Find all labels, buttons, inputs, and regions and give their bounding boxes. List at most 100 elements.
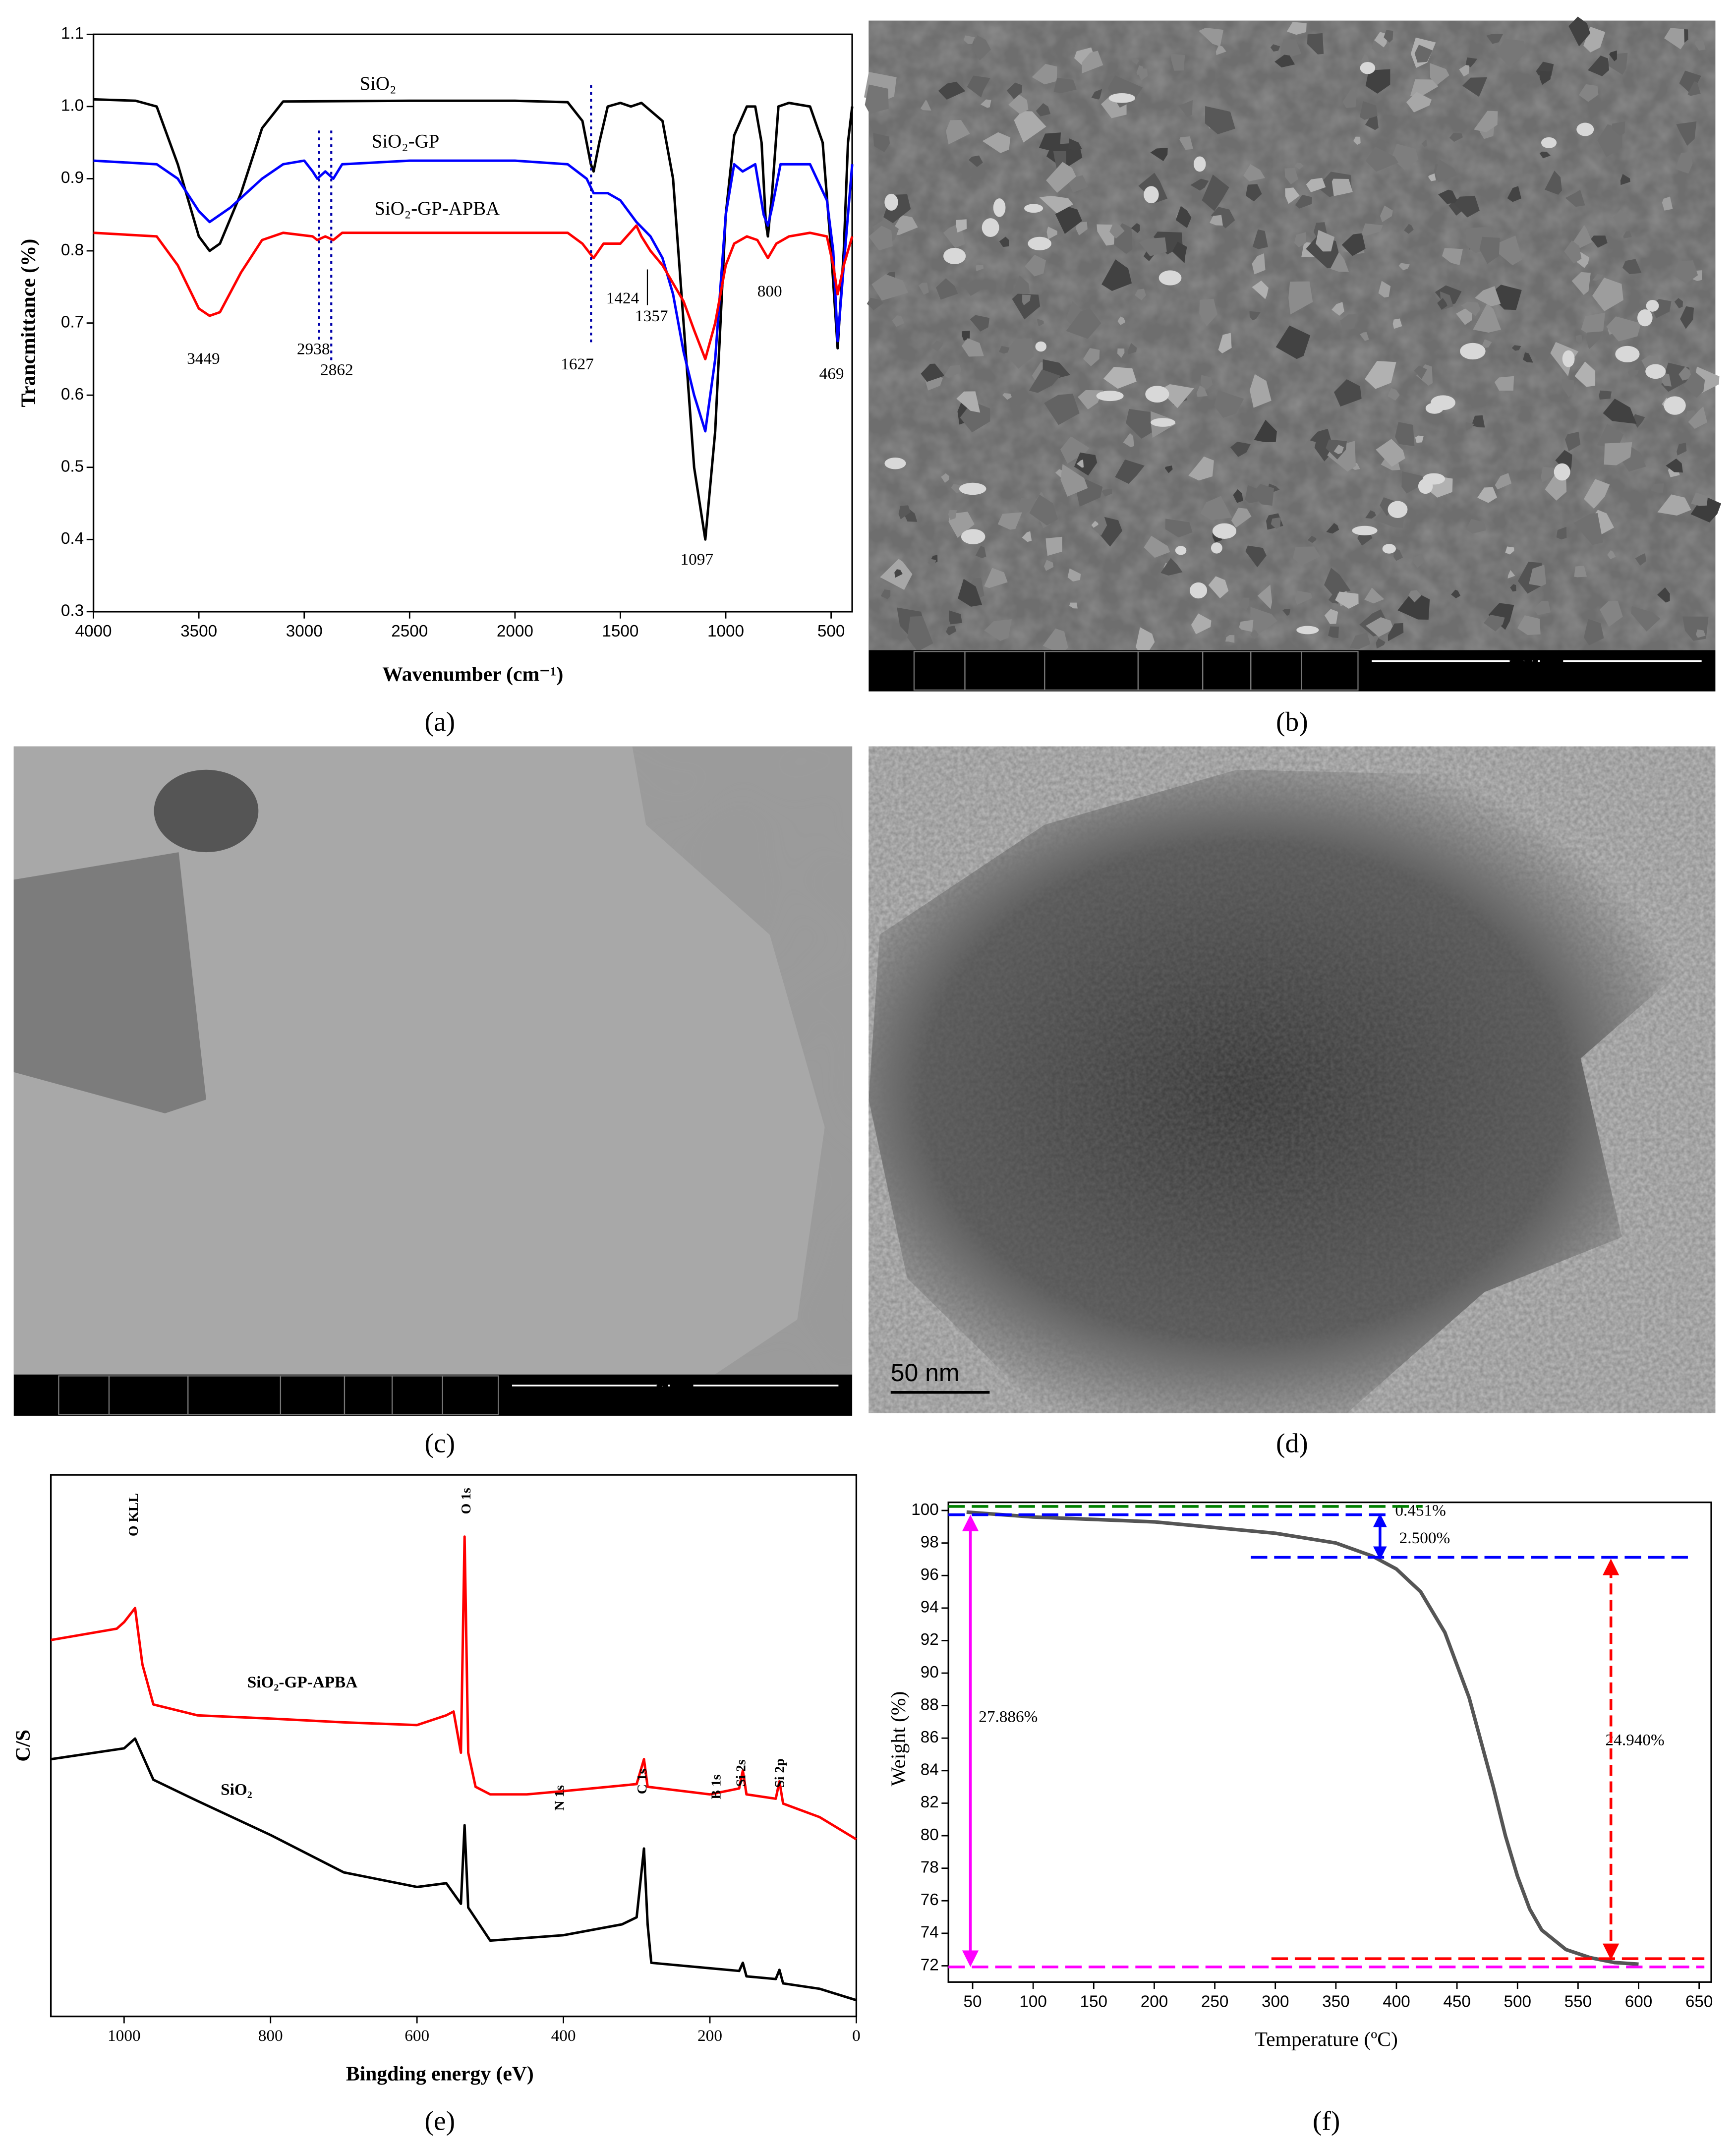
grain	[1393, 548, 1403, 561]
grain	[1012, 275, 1030, 299]
panel-caption: (f)	[1313, 2106, 1340, 2136]
bright-grain	[1562, 350, 1575, 367]
grain	[1388, 388, 1400, 401]
bright-grain	[1024, 204, 1043, 213]
grain	[1539, 70, 1552, 85]
annotation: 0.451%	[1395, 1502, 1446, 1520]
grain	[1199, 28, 1224, 47]
grain	[1657, 587, 1670, 603]
grain	[1066, 308, 1101, 339]
grain	[1328, 626, 1339, 638]
grain	[1604, 442, 1632, 465]
grain	[1224, 629, 1234, 638]
bright-grain	[1189, 582, 1208, 599]
grain	[865, 84, 889, 114]
grain	[1208, 576, 1229, 598]
annotation: O KLL	[125, 1493, 141, 1536]
sem-image-c	[13, 746, 853, 1375]
grain	[1365, 510, 1376, 519]
grain	[1694, 40, 1706, 51]
grain	[1380, 205, 1393, 223]
x-tick-label: 3000	[286, 622, 323, 640]
grain	[966, 281, 981, 296]
y-tick-label: 94	[921, 1598, 939, 1617]
grain	[1556, 526, 1567, 540]
grain	[1673, 260, 1698, 284]
series-line	[93, 224, 854, 360]
info-value: SE	[461, 1395, 481, 1412]
grain	[1627, 369, 1639, 378]
grain	[1006, 82, 1023, 99]
grain	[1539, 151, 1551, 159]
x-tick-label: 400	[551, 2027, 576, 2045]
grain	[1490, 285, 1522, 310]
grain	[1442, 248, 1463, 265]
grain	[968, 155, 983, 167]
grain	[1597, 423, 1624, 447]
y-tick-label: 0.5	[61, 458, 84, 476]
y-tick-label: 0.7	[61, 313, 84, 331]
grain	[1074, 452, 1098, 476]
grain	[1475, 286, 1501, 307]
series-label: SiO₂	[360, 73, 397, 94]
grain	[1364, 587, 1385, 604]
grain	[880, 589, 891, 599]
grain	[1430, 63, 1449, 85]
grain	[1545, 171, 1562, 195]
grain	[1495, 473, 1512, 490]
grain	[1662, 373, 1672, 387]
series-label: SiO₂-GP-APBA	[247, 1673, 358, 1691]
grain	[1245, 184, 1262, 202]
grain	[948, 510, 957, 520]
grain	[1025, 254, 1046, 277]
grain	[930, 340, 943, 351]
grain	[1676, 121, 1697, 146]
grain	[949, 610, 962, 625]
scale-label: 300 μm	[1511, 652, 1562, 669]
grain	[1366, 617, 1394, 637]
series-line	[51, 1535, 857, 1841]
grain	[1091, 513, 1107, 536]
grain	[1406, 92, 1432, 113]
bright-grain	[1296, 626, 1319, 635]
info-value: 6.2 mm	[1251, 671, 1302, 688]
grain	[1014, 111, 1046, 143]
grain	[1251, 484, 1274, 506]
grain	[1286, 22, 1307, 35]
grain	[1397, 590, 1430, 620]
grain	[1410, 79, 1438, 97]
grain	[1091, 89, 1102, 100]
grain	[1324, 609, 1338, 624]
annotation: 24.940%	[1606, 1731, 1665, 1749]
bright-grain	[943, 247, 966, 265]
x-tick-label: 350	[1322, 1993, 1350, 2011]
grain	[1333, 379, 1362, 407]
grain	[1572, 225, 1592, 248]
grain	[1178, 100, 1193, 117]
grain	[963, 35, 975, 44]
panel-caption: (d)	[1276, 1428, 1308, 1458]
grain	[1571, 272, 1591, 295]
grain	[1139, 237, 1167, 256]
grain	[1357, 531, 1373, 546]
particle	[13, 746, 825, 1375]
info-header: det	[929, 652, 950, 669]
grain	[1507, 186, 1521, 202]
logo: ❋	[27, 1384, 44, 1405]
grain	[1274, 55, 1295, 68]
grain	[1474, 111, 1498, 133]
grain	[871, 274, 908, 301]
grain	[1294, 232, 1307, 248]
info-header: mag	[1156, 652, 1185, 669]
grain	[1341, 233, 1366, 256]
grain	[1306, 177, 1326, 192]
grain	[867, 297, 884, 310]
grain	[1295, 590, 1313, 605]
grain	[1335, 591, 1359, 609]
grain	[1131, 223, 1140, 233]
grain	[1479, 236, 1500, 264]
y-tick-label: 74	[921, 1923, 939, 1942]
x-axis-title: Bingding energy (eV)	[346, 2062, 534, 2085]
grain	[1584, 619, 1604, 645]
info-header: mag	[298, 1376, 327, 1393]
